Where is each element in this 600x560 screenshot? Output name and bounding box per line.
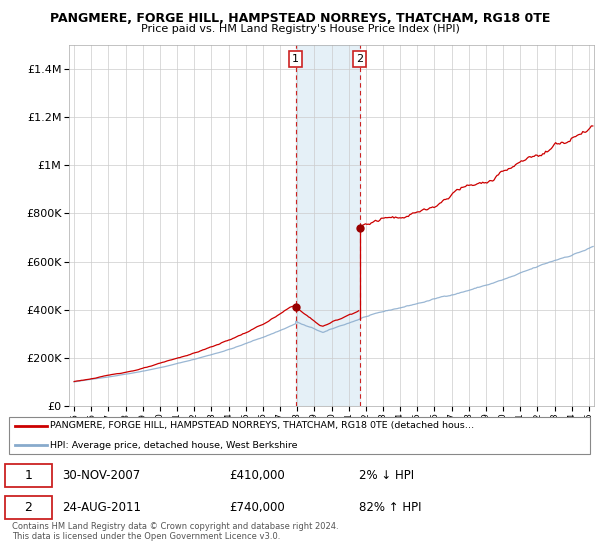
Text: £410,000: £410,000 [229, 469, 285, 482]
Bar [296, 45, 360, 406]
Text: £740,000: £740,000 [229, 501, 285, 514]
FancyBboxPatch shape [9, 417, 590, 454]
Text: Contains HM Land Registry data © Crown copyright and database right 2024.
This d: Contains HM Land Registry data © Crown c… [12, 522, 338, 542]
Text: 30-NOV-2007: 30-NOV-2007 [62, 469, 140, 482]
Text: 82% ↑ HPI: 82% ↑ HPI [359, 501, 421, 514]
FancyBboxPatch shape [5, 464, 52, 487]
Text: 24-AUG-2011: 24-AUG-2011 [62, 501, 141, 514]
Text: Price paid vs. HM Land Registry's House Price Index (HPI): Price paid vs. HM Land Registry's House … [140, 24, 460, 34]
FancyBboxPatch shape [5, 496, 52, 519]
Text: PANGMERE, FORGE HILL, HAMPSTEAD NORREYS, THATCHAM, RG18 0TE: PANGMERE, FORGE HILL, HAMPSTEAD NORREYS,… [50, 12, 550, 25]
Text: 2: 2 [356, 54, 364, 64]
Text: PANGMERE, FORGE HILL, HAMPSTEAD NORREYS, THATCHAM, RG18 0TE (detached hous…: PANGMERE, FORGE HILL, HAMPSTEAD NORREYS,… [50, 421, 475, 430]
Text: 2% ↓ HPI: 2% ↓ HPI [359, 469, 414, 482]
Text: 1: 1 [292, 54, 299, 64]
Text: 2: 2 [25, 501, 32, 514]
Text: 1: 1 [25, 469, 32, 482]
Text: HPI: Average price, detached house, West Berkshire: HPI: Average price, detached house, West… [50, 441, 298, 450]
